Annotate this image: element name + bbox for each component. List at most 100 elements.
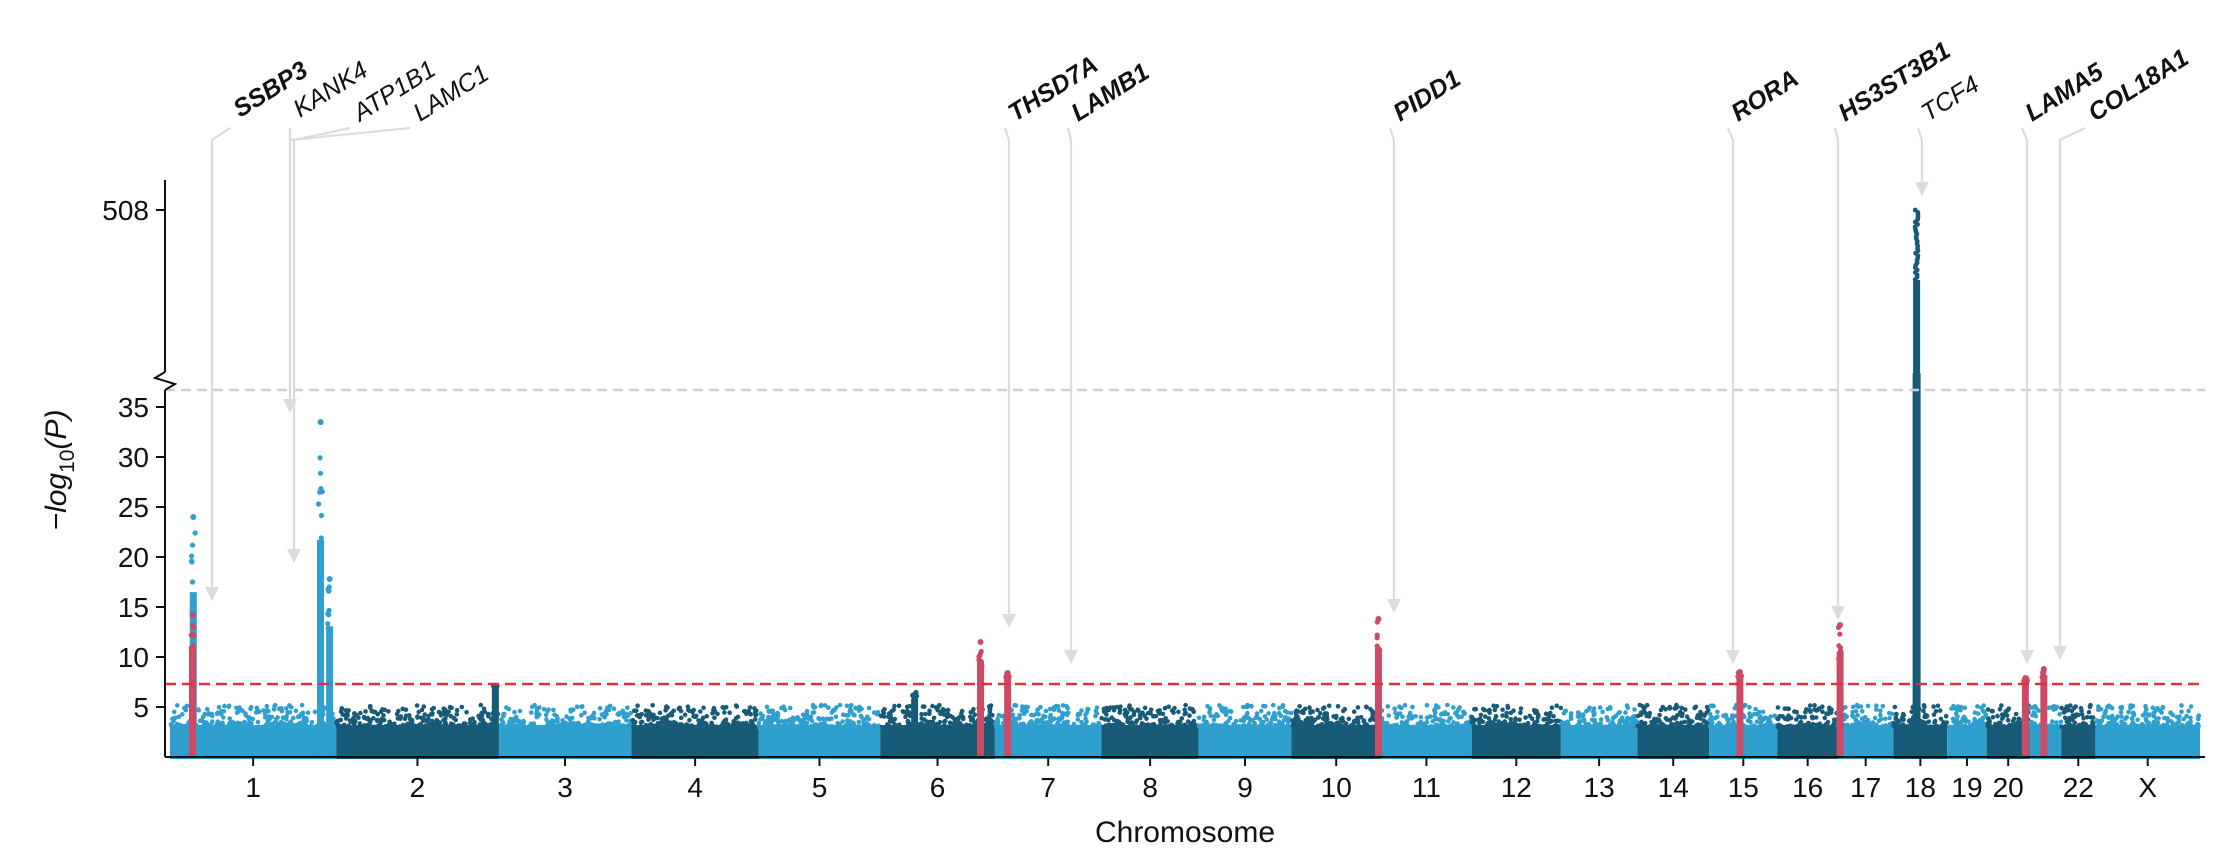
x-tick-label-15: 15 [1728,772,1759,803]
snp-point [480,717,486,723]
snp-point [861,717,866,723]
chromosome-points-4 [630,702,760,759]
peak-point [188,558,195,564]
snp-point [442,723,448,729]
snp-point [766,714,771,720]
snp-point [2160,705,2166,710]
snp-point [1246,721,1252,727]
snp-point [1962,723,1968,728]
peak-point [1912,277,1918,282]
snp-point [2103,723,2109,729]
peak-6-6 [976,639,985,757]
snp-point [1208,724,1214,730]
snp-point [1272,724,1278,730]
peak-column [2021,680,2029,757]
snp-point [1111,705,1116,710]
snp-point [987,706,993,712]
snp-point [671,719,677,725]
snp-point [1512,718,1518,724]
snp-point [1511,708,1516,713]
snp-point [1966,719,1971,724]
snp-point [1642,720,1648,726]
snp-point [1294,708,1299,713]
snp-point [1183,710,1188,716]
snp-point [2005,717,2011,723]
snp-point [1270,702,1276,708]
snp-point [2106,715,2112,720]
snp-point [986,724,991,729]
snp-point [820,716,826,721]
snp-point [1828,710,1834,715]
snp-point [770,714,775,720]
snp-point [1179,716,1185,721]
snp-point [402,716,408,722]
snp-point [444,712,450,718]
snp-point [1763,722,1769,728]
snp-point [1966,724,1972,730]
snp-point [398,716,403,722]
snp-point [407,716,413,722]
snp-point [928,724,934,729]
snp-point [1125,719,1130,725]
peak-column [188,646,196,757]
snp-point [731,719,736,724]
snp-point [876,724,881,730]
snp-point [371,716,376,721]
snp-point [454,707,460,713]
snp-point [451,715,457,721]
snp-point [945,711,950,716]
snp-point [1117,710,1122,715]
snp-point [678,715,684,721]
x-axis-title: Chromosome [1095,816,1275,849]
snp-point [1476,717,1481,722]
snp-point [1870,720,1876,725]
peak-point [318,512,325,519]
snp-point [1808,709,1813,714]
peak-column [911,699,919,757]
snp-point [539,724,544,730]
snp-point [2054,720,2059,725]
gene-leader-line [1833,127,1840,608]
snp-point [818,703,824,709]
snp-point [1258,708,1264,714]
snp-point [1523,715,1528,720]
snp-point [1647,724,1653,729]
snp-point [1953,711,1959,717]
peak-point [318,535,324,541]
snp-point [241,724,246,730]
snp-point [2011,716,2017,722]
snp-point [1106,722,1111,728]
snp-point [767,708,773,714]
snp-point [1260,719,1266,725]
snp-point [1848,724,1854,729]
snp-point [609,721,615,727]
gene-arrowhead [1726,650,1740,664]
snp-point [1079,719,1084,725]
chromosome-band-17 [1837,725,1894,759]
snp-point [597,706,603,711]
snp-point [734,704,740,709]
snp-point [751,724,757,730]
snp-point [790,719,796,725]
x-tick-label-18: 18 [1905,772,1936,803]
snp-point [1854,719,1859,725]
snp-point [1949,724,1954,730]
snp-point [339,706,345,711]
snp-point [822,721,827,726]
snp-point [1097,722,1102,728]
peak-column [1836,651,1844,757]
snp-point [597,717,602,722]
snp-point [2168,711,2174,716]
gene-arrowhead [1915,182,1929,196]
snp-point [246,716,252,721]
snp-point [1822,715,1828,721]
snp-point [747,705,753,710]
snp-point [995,719,1001,725]
snp-point [200,714,206,720]
snp-point [822,703,828,708]
snp-point [1297,704,1302,709]
snp-point [1122,711,1128,717]
snp-point [1268,720,1273,726]
snp-point [638,724,643,729]
